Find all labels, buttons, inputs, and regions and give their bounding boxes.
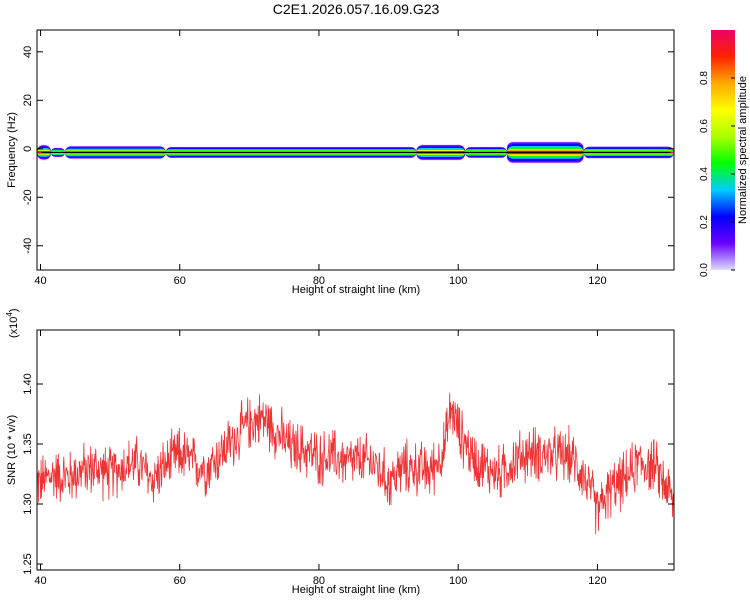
spectrogram-y-tick-label: -20 — [22, 189, 34, 205]
colorbar: 0.0 0.2 0.4 0.6 0.8 Normalized spectral ampl… — [699, 30, 749, 277]
spectrogram-x-tick-label: 80 — [313, 275, 325, 287]
colorbar-tick-label: 0.4 — [699, 167, 710, 181]
spectrogram-y-axis: -40 -20 0 20 40 — [22, 46, 674, 254]
spectrogram-x-axis: 40 60 80 100 120 — [34, 30, 607, 287]
spectrogram-y-tick-label: 0 — [22, 146, 34, 152]
snr-y-tick-label: 1.35 — [22, 433, 34, 454]
spectrogram-y-tick-label: -40 — [22, 238, 34, 254]
snr-y-multiplier: (x104) — [5, 308, 20, 338]
snr-x-tick-label: 120 — [588, 575, 606, 587]
spectrogram-x-label: Height of straight line (km) — [292, 284, 420, 296]
spectrogram-y-tick-label: 20 — [22, 94, 34, 106]
snr-y-tick-label: 1.40 — [22, 373, 34, 394]
snr-x-tick-label: 60 — [174, 575, 186, 587]
colorbar-gradient — [711, 30, 735, 270]
snr-frame — [36, 329, 675, 571]
colorbar-tick-label: 0.6 — [699, 119, 710, 133]
spectrogram-y-tick-label: 40 — [22, 46, 34, 58]
colorbar-tick-label: 0.8 — [699, 71, 710, 85]
snr-x-tick-label: 40 — [34, 575, 46, 587]
snr-y-axis: 1.25 1.30 1.35 1.40 — [22, 373, 674, 575]
spectrogram-x-tick-label: 100 — [449, 275, 467, 287]
snr-x-tick-label: 80 — [313, 575, 325, 587]
snr-x-tick-label: 100 — [449, 575, 467, 587]
colorbar-label: Normalized spectral amplitude — [737, 76, 749, 224]
snr-y-tick-label: 1.30 — [22, 493, 34, 514]
snr-panel: 40 60 80 100 120 1.25 1.30 1.35 1.40 Height of … — [5, 308, 675, 596]
figure-title: C2E1.2026.057.16.09.G23 — [273, 1, 440, 17]
spectrogram-panel: 40 60 80 100 120 -40 -20 0 20 40 Height of strai… — [6, 29, 675, 296]
colorbar-tick-label: 0.2 — [699, 215, 710, 229]
spectrogram-x-tick-label: 60 — [174, 275, 186, 287]
snr-line — [37, 392, 674, 535]
snr-x-label: Height of straight line (km) — [292, 584, 420, 596]
snr-y-label: SNR (10 * v/v) — [6, 415, 18, 485]
spectral-band — [37, 140, 674, 165]
colorbar-ticks: 0.0 0.2 0.4 0.6 0.8 — [699, 71, 735, 277]
spectrogram-x-tick-label: 40 — [34, 275, 46, 287]
spectrogram-y-label: Frequency (Hz) — [6, 112, 18, 188]
spectrogram-frame — [36, 29, 675, 271]
snr-y-tick-label: 1.25 — [22, 553, 34, 574]
snr-x-axis: 40 60 80 100 120 — [34, 330, 607, 587]
spectrogram-x-tick-label: 120 — [588, 275, 606, 287]
colorbar-tick-label: 0.0 — [699, 263, 710, 277]
